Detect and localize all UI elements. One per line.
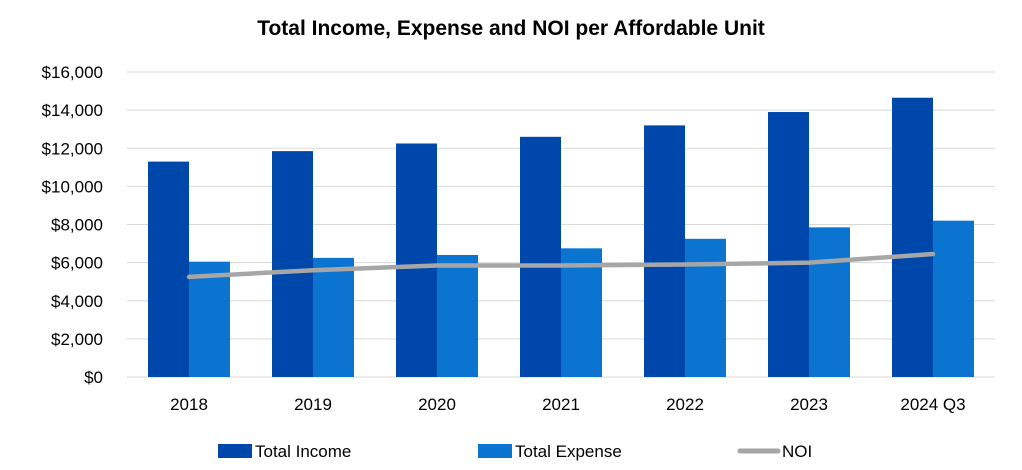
legend: Total Income Total Expense NOI — [218, 442, 812, 461]
y-tick-label: $6,000 — [51, 254, 103, 273]
x-tick-label: 2019 — [294, 395, 332, 414]
bar-total-expense — [933, 220, 974, 377]
x-tick-label: 2024 Q3 — [900, 395, 965, 414]
bar-total-expense — [561, 248, 602, 377]
legend-label: Total Expense — [515, 442, 622, 461]
y-tick-label: $2,000 — [51, 330, 103, 349]
bar-total-expense — [685, 238, 726, 377]
y-axis-ticks: $0 $2,000 $4,000 $6,000 $8,000 $10,000 $12,000… — [42, 63, 103, 387]
x-tick-label: 2018 — [170, 395, 208, 414]
bar-total-expense — [313, 257, 354, 377]
bar-total-income — [520, 136, 561, 377]
line-noi — [186, 251, 936, 280]
legend-label: Total Income — [255, 442, 351, 461]
bar-total-income — [396, 143, 437, 377]
legend-item-noi: NOI — [737, 442, 812, 461]
legend-item-total-expense: Total Expense — [478, 442, 622, 461]
x-tick-label: 2023 — [790, 395, 828, 414]
x-tick-label: 2021 — [542, 395, 580, 414]
x-axis-ticks: 2018 2019 2020 2021 2022 2023 2024 Q3 — [170, 395, 966, 414]
x-tick-label: 2020 — [418, 395, 456, 414]
y-tick-label: $8,000 — [51, 216, 103, 235]
chart-title: Total Income, Expense and NOI per Afford… — [257, 17, 765, 40]
legend-item-total-income: Total Income — [218, 442, 351, 461]
bars-layer — [148, 97, 974, 377]
bar-total-income — [892, 97, 933, 377]
legend-swatch — [478, 444, 512, 458]
legend-label: NOI — [782, 442, 812, 461]
bar-total-income — [768, 112, 809, 377]
y-tick-label: $14,000 — [42, 101, 103, 120]
bar-total-expense — [189, 261, 230, 377]
bar-total-income — [148, 161, 189, 377]
y-tick-label: $12,000 — [42, 139, 103, 158]
legend-swatch — [218, 444, 252, 458]
bar-total-income — [272, 151, 313, 377]
bar-total-expense — [809, 227, 850, 377]
y-tick-label: $0 — [84, 368, 103, 387]
bar-total-income — [644, 125, 685, 377]
x-tick-label: 2022 — [666, 395, 704, 414]
line-layer — [186, 251, 936, 280]
bar-total-expense — [437, 255, 478, 377]
y-tick-label: $10,000 — [42, 177, 103, 196]
y-tick-label: $16,000 — [42, 63, 103, 82]
y-tick-label: $4,000 — [51, 292, 103, 311]
